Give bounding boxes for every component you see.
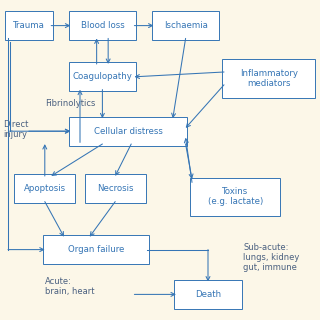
Text: Blood loss: Blood loss bbox=[81, 21, 124, 30]
Text: Organ failure: Organ failure bbox=[68, 245, 124, 254]
Text: Acute:
brain, heart: Acute: brain, heart bbox=[45, 277, 94, 296]
FancyBboxPatch shape bbox=[14, 174, 75, 203]
FancyBboxPatch shape bbox=[43, 235, 149, 264]
FancyBboxPatch shape bbox=[222, 59, 315, 98]
Text: Sub-acute:
lungs, kidney
gut, immune: Sub-acute: lungs, kidney gut, immune bbox=[243, 243, 300, 273]
Text: Necrosis: Necrosis bbox=[97, 184, 133, 193]
Text: Cellular distress: Cellular distress bbox=[93, 127, 163, 136]
Text: Ischaemia: Ischaemia bbox=[164, 21, 208, 30]
FancyBboxPatch shape bbox=[85, 174, 146, 203]
Text: Coagulopathy: Coagulopathy bbox=[72, 72, 132, 81]
Text: Inflammatory
mediators: Inflammatory mediators bbox=[240, 69, 298, 88]
Text: Apoptosis: Apoptosis bbox=[24, 184, 66, 193]
FancyBboxPatch shape bbox=[69, 11, 136, 40]
Text: Toxins
(e.g. lactate): Toxins (e.g. lactate) bbox=[208, 187, 263, 206]
FancyBboxPatch shape bbox=[152, 11, 219, 40]
Text: Trauma: Trauma bbox=[13, 21, 45, 30]
FancyBboxPatch shape bbox=[174, 280, 242, 309]
Text: Death: Death bbox=[195, 290, 221, 299]
FancyBboxPatch shape bbox=[69, 117, 187, 146]
Text: Fibrinolytics: Fibrinolytics bbox=[45, 100, 95, 108]
FancyBboxPatch shape bbox=[5, 11, 53, 40]
FancyBboxPatch shape bbox=[69, 62, 136, 91]
FancyBboxPatch shape bbox=[190, 178, 280, 216]
Text: Direct
injury: Direct injury bbox=[3, 120, 28, 139]
